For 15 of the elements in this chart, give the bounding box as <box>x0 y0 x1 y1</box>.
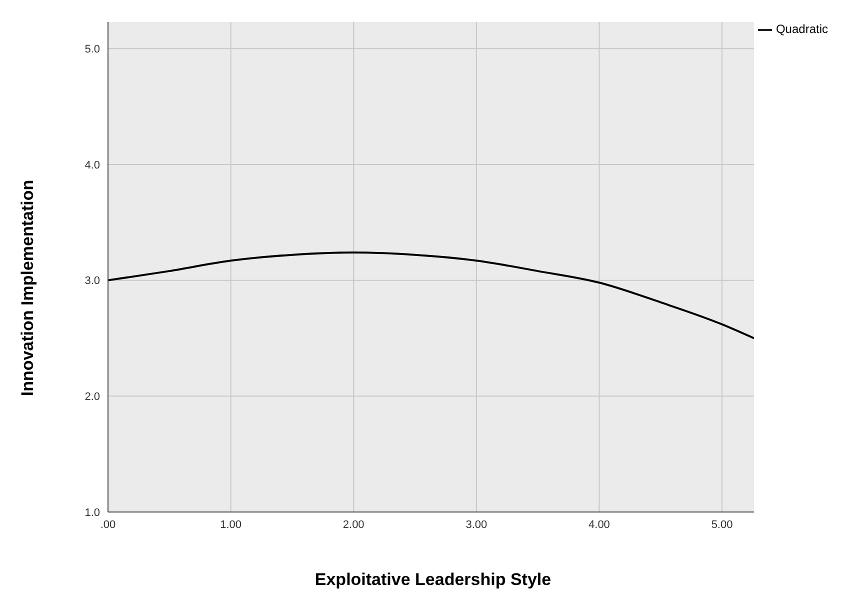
x-tick-label: 2.00 <box>342 518 364 531</box>
x-tick-label: .00 <box>100 518 116 531</box>
y-tick-label: 5.0 <box>84 44 100 56</box>
y-tick-label: 4.0 <box>84 159 100 172</box>
x-tick-label: 4.00 <box>588 518 610 531</box>
x-tick-label: 3.00 <box>466 518 488 531</box>
x-tick-label: 5.00 <box>711 518 733 531</box>
legend-label: Quadratic <box>776 22 828 36</box>
x-tick-label: 1.00 <box>220 518 242 531</box>
y-axis-title: Innovation Implementation <box>18 180 38 396</box>
y-tick-label: 2.0 <box>84 391 100 404</box>
x-axis-title: Exploitative Leadership Style <box>314 570 552 590</box>
line-series <box>108 252 754 340</box>
y-tick-label: 1.0 <box>84 506 100 519</box>
y-tick-label: 3.0 <box>84 275 100 288</box>
